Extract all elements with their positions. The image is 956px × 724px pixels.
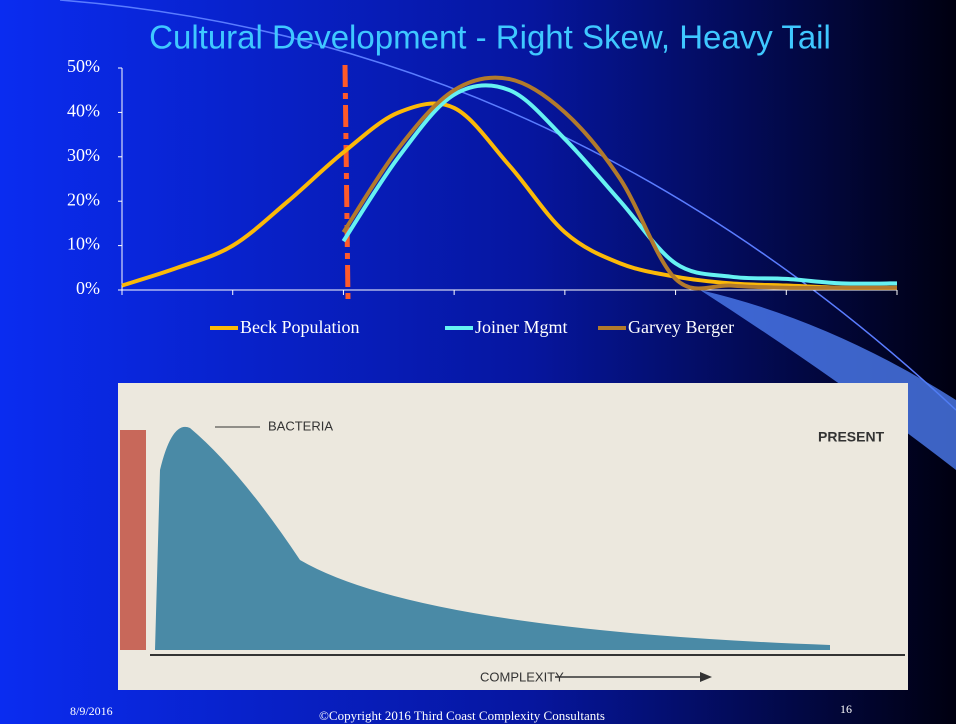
y-tick-label: 0% bbox=[76, 278, 100, 298]
chart-title: Cultural Development - Right Skew, Heavy… bbox=[149, 19, 831, 56]
picture-label: BACTERIA bbox=[268, 418, 333, 433]
legend-label: Joiner Mgmt bbox=[475, 317, 568, 337]
decor-wedge bbox=[700, 290, 956, 470]
y-tick-label: 50% bbox=[67, 56, 100, 76]
series-line bbox=[341, 75, 897, 291]
arrow-head bbox=[700, 672, 712, 682]
footer-date: 8/9/2016 bbox=[70, 704, 113, 718]
brick-column bbox=[120, 430, 146, 650]
y-tick-label: 30% bbox=[67, 145, 100, 165]
picture-curve bbox=[155, 426, 830, 650]
footer-copyright: ©Copyright 2016 Third Coast Complexity C… bbox=[319, 708, 605, 723]
y-tick-label: 40% bbox=[67, 101, 100, 121]
series-line bbox=[121, 101, 898, 290]
y-tick-label: 20% bbox=[67, 189, 100, 209]
picture-label: PRESENT bbox=[818, 429, 885, 445]
legend-label: Garvey Berger bbox=[628, 317, 734, 337]
series-line bbox=[341, 83, 898, 286]
bricks bbox=[120, 430, 146, 650]
decor-arc bbox=[59, 0, 956, 411]
y-tick-label: 10% bbox=[67, 234, 100, 254]
picture-label: COMPLEXITY bbox=[480, 669, 564, 684]
plot: 0% 10% 20% 30% 40% 50% Beck Population Joiner M… bbox=[67, 56, 898, 337]
footer-page: 16 bbox=[840, 702, 852, 716]
legend-label: Beck Population bbox=[240, 317, 360, 337]
